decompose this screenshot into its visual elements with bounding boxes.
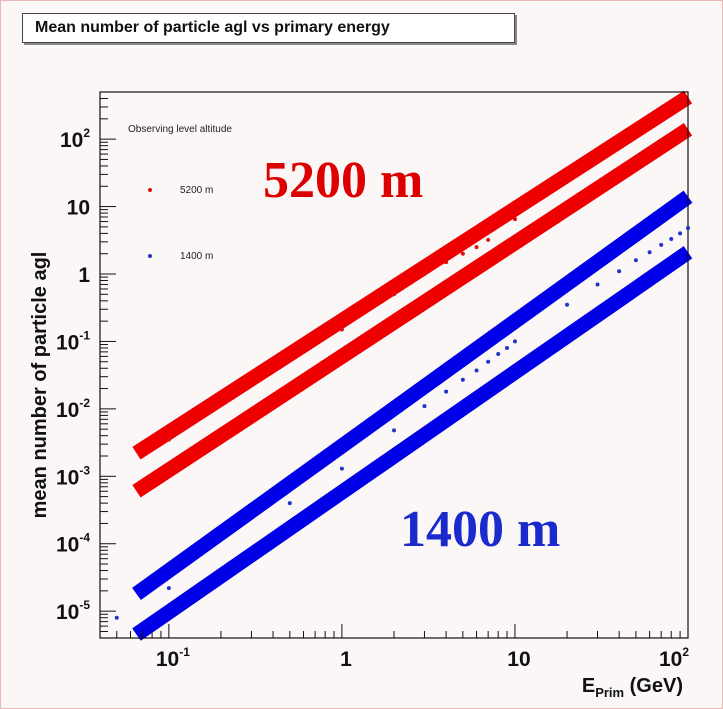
fit-band-2: [132, 190, 693, 601]
y-tick-label: 10-2: [56, 396, 90, 422]
data-point-1400m: [460, 377, 465, 382]
y-tick-label: 10-3: [56, 463, 90, 489]
data-point-1400m: [339, 466, 344, 471]
data-point-1400m: [422, 404, 427, 409]
x-tick-label: 102: [659, 645, 689, 671]
legend-marker: [148, 254, 152, 258]
data-point-1400m: [617, 269, 622, 274]
data-point-1400m: [633, 258, 638, 263]
data-point-1400m: [474, 368, 479, 373]
x-axis-label: EPrim (GeV): [582, 675, 683, 700]
annotation-5200m: 5200 m: [263, 152, 423, 209]
data-point-1400m: [287, 501, 292, 506]
y-tick-label: 10-1: [56, 328, 90, 354]
data-point-1400m: [686, 226, 690, 231]
fit-band-3: [132, 246, 693, 641]
data-point-1400m: [659, 242, 664, 247]
x-tick-label: 1: [340, 648, 352, 671]
data-point-1400m: [444, 389, 449, 394]
y-tick-label: 10: [67, 197, 90, 220]
data-point-1400m: [565, 302, 570, 307]
legend-entry: 1400 m: [180, 251, 213, 262]
data-point-1400m: [496, 352, 501, 357]
data-point-1400m: [166, 586, 171, 591]
data-point-5200m: [339, 327, 344, 332]
x-tick-label: 10: [507, 648, 530, 671]
data-point-5200m: [512, 217, 517, 222]
y-tick-label: 10-4: [56, 531, 90, 557]
data-point-5200m: [460, 251, 465, 256]
data-point-1400m: [669, 237, 674, 242]
data-point-1400m: [512, 339, 517, 344]
data-point-5200m: [422, 272, 427, 276]
data-point-5200m: [486, 237, 491, 242]
data-point-5200m: [474, 245, 479, 250]
x-tick-label: 10-1: [156, 645, 190, 671]
y-tick-label: 10-5: [56, 598, 90, 624]
y-tick-label: 1: [78, 264, 90, 287]
data-point-1400m: [678, 231, 683, 236]
data-point-1400m: [647, 250, 652, 255]
chart-title: Mean number of particle agl vs primary e…: [22, 13, 515, 43]
y-tick-label: 102: [60, 126, 90, 152]
fit-band-0: [132, 90, 693, 460]
data-point-5200m: [444, 260, 449, 265]
data-point-1400m: [595, 282, 600, 287]
annotation-1400m: 1400 m: [400, 501, 560, 558]
fit-band-1: [132, 123, 693, 498]
y-axis-label: mean number of particle agl: [29, 252, 51, 519]
data-point-1400m: [392, 428, 396, 433]
data-point-1400m: [505, 345, 510, 350]
data-point-5200m: [166, 437, 171, 442]
legend-marker: [148, 188, 152, 192]
data-point-1400m: [486, 359, 491, 364]
data-point-1400m: [114, 615, 119, 620]
legend-entry: 5200 m: [180, 185, 213, 196]
data-point-5200m: [392, 292, 396, 297]
legend-title: Observing level altitude: [128, 124, 232, 135]
